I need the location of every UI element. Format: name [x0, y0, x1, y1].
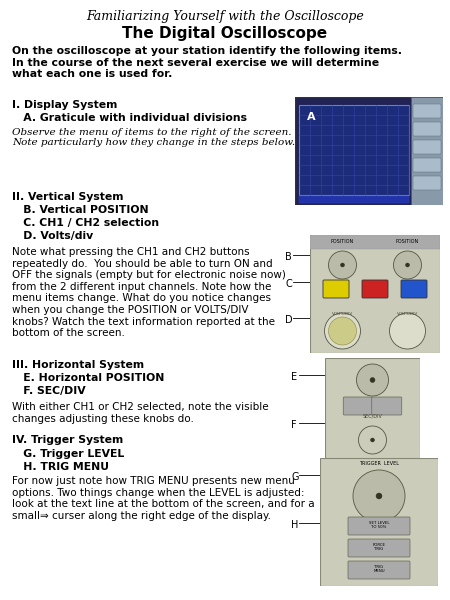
FancyBboxPatch shape: [348, 539, 410, 557]
Text: With either CH1 or CH2 selected, note the visible
changes adjusting these knobs : With either CH1 or CH2 selected, note th…: [12, 402, 269, 424]
FancyBboxPatch shape: [325, 358, 420, 458]
Text: TRIGGER  LEVEL: TRIGGER LEVEL: [359, 461, 399, 466]
Text: VOLTS/DIV: VOLTS/DIV: [397, 312, 418, 316]
Text: D: D: [285, 315, 293, 325]
Text: II. Vertical System: II. Vertical System: [12, 192, 123, 202]
FancyBboxPatch shape: [413, 122, 441, 136]
Text: POSITION: POSITION: [396, 239, 419, 244]
FancyBboxPatch shape: [299, 105, 409, 195]
FancyBboxPatch shape: [295, 97, 443, 205]
FancyBboxPatch shape: [372, 397, 402, 415]
Circle shape: [328, 251, 356, 279]
Text: On the oscilloscope at your station identify the following items.
In the course : On the oscilloscope at your station iden…: [12, 46, 402, 79]
Circle shape: [370, 377, 375, 383]
Circle shape: [390, 313, 426, 349]
FancyBboxPatch shape: [413, 140, 441, 154]
Text: H: H: [291, 520, 298, 530]
Text: A: A: [307, 112, 315, 122]
FancyBboxPatch shape: [310, 235, 440, 353]
Text: For now just note how TRIG MENU presents new menu
options. Two things change whe: For now just note how TRIG MENU presents…: [12, 476, 315, 521]
Text: D. Volts/div: D. Volts/div: [12, 231, 93, 241]
Circle shape: [376, 493, 382, 499]
FancyBboxPatch shape: [413, 104, 441, 118]
Circle shape: [356, 364, 388, 396]
FancyBboxPatch shape: [348, 517, 410, 535]
Text: FORCE
TRIG: FORCE TRIG: [373, 542, 386, 551]
Text: F. SEC/DIV: F. SEC/DIV: [12, 386, 86, 396]
Text: IV. Trigger System: IV. Trigger System: [12, 435, 123, 445]
FancyBboxPatch shape: [411, 97, 443, 205]
Circle shape: [393, 251, 422, 279]
Text: Observe the menu of items to the right of the screen.
Note particularly how they: Observe the menu of items to the right o…: [12, 128, 295, 148]
FancyBboxPatch shape: [320, 458, 438, 586]
Circle shape: [370, 438, 374, 442]
Text: C: C: [285, 279, 292, 289]
FancyBboxPatch shape: [343, 397, 373, 415]
Text: VOLTS/DIV: VOLTS/DIV: [332, 312, 353, 316]
FancyBboxPatch shape: [310, 235, 440, 249]
Text: A. Graticule with individual divisions: A. Graticule with individual divisions: [12, 113, 247, 123]
FancyBboxPatch shape: [413, 176, 441, 190]
FancyBboxPatch shape: [323, 280, 349, 298]
Circle shape: [405, 263, 410, 267]
Text: H. TRIG MENU: H. TRIG MENU: [12, 462, 109, 472]
FancyBboxPatch shape: [413, 158, 441, 172]
Text: SEC/DIV: SEC/DIV: [363, 414, 382, 419]
Text: Note what pressing the CH1 and CH2 buttons
repeatedly do.  You should be able to: Note what pressing the CH1 and CH2 butto…: [12, 247, 286, 338]
Circle shape: [359, 426, 387, 454]
Circle shape: [328, 317, 356, 345]
Circle shape: [341, 263, 345, 267]
Text: SET LEVEL
TO 50%: SET LEVEL TO 50%: [369, 521, 389, 529]
FancyBboxPatch shape: [299, 196, 409, 203]
Text: III. Horizontal System: III. Horizontal System: [12, 360, 144, 370]
Text: I. Display System: I. Display System: [12, 100, 117, 110]
Text: B. Vertical POSITION: B. Vertical POSITION: [12, 205, 148, 215]
Text: POSITION: POSITION: [331, 239, 354, 244]
FancyBboxPatch shape: [348, 561, 410, 579]
Text: B: B: [285, 252, 292, 262]
Circle shape: [324, 313, 360, 349]
FancyBboxPatch shape: [362, 280, 388, 298]
FancyBboxPatch shape: [401, 280, 427, 298]
Text: The Digital Oscilloscope: The Digital Oscilloscope: [122, 26, 328, 41]
Text: G: G: [291, 472, 298, 482]
Text: E. Horizontal POSITION: E. Horizontal POSITION: [12, 373, 164, 383]
Text: G. Trigger LEVEL: G. Trigger LEVEL: [12, 449, 124, 459]
Text: C. CH1 / CH2 selection: C. CH1 / CH2 selection: [12, 218, 159, 228]
Circle shape: [353, 470, 405, 522]
Text: F: F: [291, 420, 297, 430]
Text: E: E: [291, 372, 297, 382]
Text: Familiarizing Yourself with the Oscilloscope: Familiarizing Yourself with the Oscillos…: [86, 10, 364, 23]
Text: TRIG
MENU: TRIG MENU: [373, 565, 385, 574]
